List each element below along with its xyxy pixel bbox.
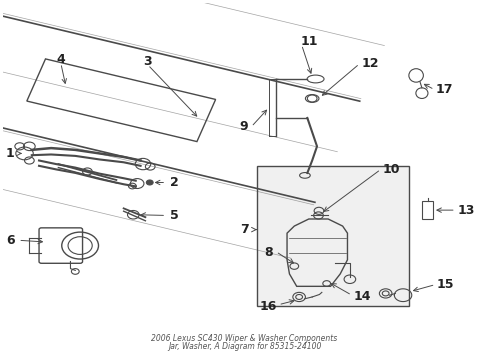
Text: 7: 7 — [240, 223, 249, 236]
Text: 9: 9 — [239, 120, 248, 133]
Text: 8: 8 — [264, 246, 272, 259]
Text: 11: 11 — [300, 35, 317, 48]
Text: 2006 Lexus SC430 Wiper & Washer Components: 2006 Lexus SC430 Wiper & Washer Componen… — [151, 334, 337, 343]
Text: 16: 16 — [260, 300, 277, 314]
Text: 4: 4 — [56, 53, 65, 66]
Text: 12: 12 — [361, 57, 378, 70]
Text: 13: 13 — [456, 204, 474, 217]
Bar — [422, 201, 432, 219]
Text: 15: 15 — [436, 278, 453, 291]
Text: 14: 14 — [352, 290, 370, 303]
Text: 10: 10 — [382, 163, 399, 176]
Text: 5: 5 — [169, 209, 178, 222]
Text: 3: 3 — [143, 55, 152, 68]
Bar — [256, 166, 408, 306]
Text: 6: 6 — [6, 234, 14, 247]
Circle shape — [146, 180, 153, 185]
Text: 2: 2 — [169, 176, 178, 189]
Text: 1: 1 — [6, 147, 14, 160]
Text: Jar, Washer, A Diagram for 85315-24100: Jar, Washer, A Diagram for 85315-24100 — [167, 342, 321, 351]
Text: 17: 17 — [435, 83, 452, 96]
